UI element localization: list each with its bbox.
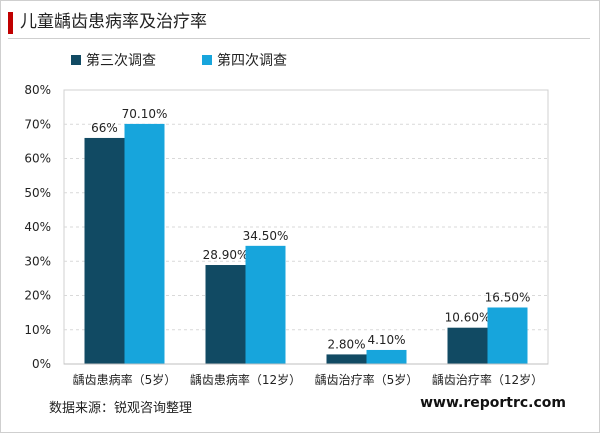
y-tick-label: 40% [24, 220, 51, 234]
y-tick-label: 20% [24, 289, 51, 303]
data-label: 28.90% [203, 248, 249, 262]
y-tick-label: 10% [24, 323, 51, 337]
data-label: 4.10% [367, 333, 405, 347]
bar [326, 354, 367, 364]
bar [245, 245, 286, 364]
bar [447, 327, 488, 364]
bar [84, 137, 125, 364]
bar [124, 123, 165, 364]
data-source-note: 数据来源：锐观咨询整理 [49, 401, 193, 416]
x-tick-label: 龋齿患病率（12岁） [190, 372, 301, 387]
bar [366, 349, 407, 364]
data-label: 10.60% [445, 311, 491, 325]
y-tick-label: 70% [24, 117, 51, 131]
data-label: 70.10% [122, 107, 168, 121]
x-tick-label: 龋齿治疗率（12岁） [432, 372, 543, 387]
data-label: 2.80% [327, 337, 365, 351]
bar [205, 265, 246, 364]
y-tick-label: 50% [24, 186, 51, 200]
page-title: 儿童龋齿患病率及治疗率 [20, 12, 207, 32]
legend-label: 第三次调查 [86, 52, 156, 69]
title-accent-bar [8, 12, 13, 34]
legend-swatch [202, 55, 212, 65]
data-label: 34.50% [243, 229, 289, 243]
y-tick-label: 60% [24, 152, 51, 166]
legend-swatch [71, 55, 81, 65]
y-tick-label: 30% [24, 254, 51, 268]
website-url: www.reportrc.com [420, 395, 566, 411]
legend-label: 第四次调查 [217, 52, 287, 69]
data-label: 66% [91, 121, 118, 135]
y-tick-label: 80% [24, 83, 51, 97]
y-tick-label: 0% [32, 357, 51, 371]
data-label: 16.50% [485, 290, 531, 304]
x-tick-label: 龋齿治疗率（5岁） [315, 372, 419, 387]
x-tick-label: 龋齿患病率（5岁） [73, 372, 177, 387]
bar [487, 307, 528, 364]
title-divider [8, 38, 590, 39]
